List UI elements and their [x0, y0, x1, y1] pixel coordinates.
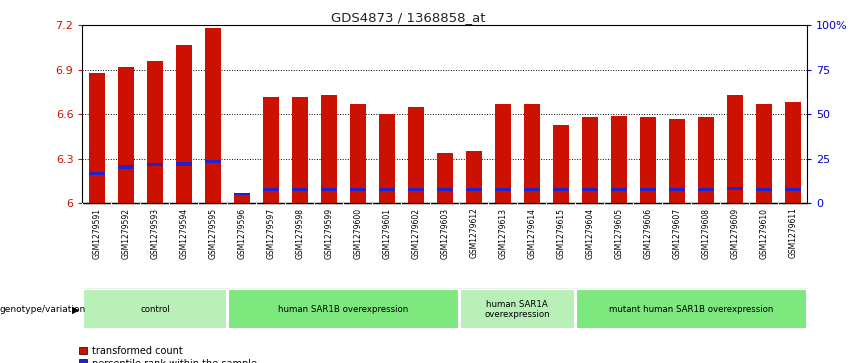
Bar [640, 188, 655, 191]
Bar [756, 188, 772, 191]
Bar [89, 73, 105, 203]
Bar [553, 188, 569, 191]
Bar [350, 104, 365, 203]
Text: GSM1279609: GSM1279609 [730, 208, 740, 259]
Text: GSM1279611: GSM1279611 [788, 208, 797, 258]
Text: control: control [140, 305, 170, 314]
Text: human SAR1B overexpression: human SAR1B overexpression [279, 305, 409, 314]
Text: GSM1279603: GSM1279603 [440, 208, 450, 259]
Bar [292, 188, 308, 191]
Bar [727, 187, 743, 190]
Text: GSM1279591: GSM1279591 [93, 208, 102, 258]
FancyBboxPatch shape [575, 289, 806, 330]
Bar [611, 116, 627, 203]
Text: GSM1279593: GSM1279593 [150, 208, 160, 259]
Text: GSM1279613: GSM1279613 [498, 208, 507, 258]
Text: GDS4873 / 1368858_at: GDS4873 / 1368858_at [332, 11, 486, 24]
Bar [437, 153, 453, 203]
Text: genotype/variation: genotype/variation [0, 305, 86, 314]
Text: human SAR1A
overexpression: human SAR1A overexpression [484, 300, 550, 319]
Bar [553, 125, 569, 203]
Text: GSM1279599: GSM1279599 [325, 208, 333, 259]
Bar [785, 188, 800, 191]
Text: GSM1279608: GSM1279608 [701, 208, 710, 258]
Legend: transformed count, percentile rank within the sample: transformed count, percentile rank withi… [79, 346, 257, 363]
Bar [379, 114, 395, 203]
Bar [611, 188, 627, 191]
Bar [234, 195, 250, 203]
Bar [89, 172, 105, 175]
Text: GSM1279612: GSM1279612 [470, 208, 478, 258]
Text: GSM1279601: GSM1279601 [383, 208, 391, 258]
Text: GSM1279597: GSM1279597 [266, 208, 275, 259]
Bar [466, 188, 482, 191]
Bar [698, 117, 713, 203]
Bar [234, 193, 250, 195]
Bar [524, 188, 540, 191]
Bar [698, 188, 713, 191]
Bar [147, 163, 163, 166]
Text: GSM1279596: GSM1279596 [238, 208, 247, 259]
Bar [263, 188, 279, 191]
Bar [263, 97, 279, 203]
Bar [437, 188, 453, 191]
Bar [466, 151, 482, 203]
Bar [582, 117, 598, 203]
Text: GSM1279594: GSM1279594 [180, 208, 188, 259]
Bar [205, 160, 220, 163]
Text: GSM1279607: GSM1279607 [673, 208, 681, 259]
Bar [292, 97, 308, 203]
Bar [379, 188, 395, 191]
FancyBboxPatch shape [83, 289, 227, 330]
Text: GSM1279606: GSM1279606 [643, 208, 652, 259]
Bar [756, 104, 772, 203]
Bar [408, 188, 424, 191]
Text: GSM1279595: GSM1279595 [208, 208, 217, 259]
FancyBboxPatch shape [460, 289, 575, 330]
Text: mutant human SAR1B overexpression: mutant human SAR1B overexpression [609, 305, 773, 314]
Bar [321, 95, 337, 203]
Bar [582, 188, 598, 191]
Bar [176, 45, 192, 203]
Bar [205, 28, 220, 203]
Bar [408, 107, 424, 203]
Bar [495, 188, 510, 191]
Text: GSM1279610: GSM1279610 [760, 208, 768, 258]
Text: GSM1279600: GSM1279600 [353, 208, 362, 259]
Bar [669, 119, 685, 203]
Bar [669, 188, 685, 191]
Bar [350, 188, 365, 191]
Bar [785, 102, 800, 203]
Text: GSM1279598: GSM1279598 [295, 208, 305, 258]
Text: ▶: ▶ [72, 305, 80, 314]
Bar [524, 104, 540, 203]
Text: GSM1279602: GSM1279602 [411, 208, 420, 258]
Text: GSM1279605: GSM1279605 [615, 208, 623, 259]
Bar [727, 95, 743, 203]
Bar [321, 188, 337, 191]
Bar [147, 61, 163, 203]
Bar [495, 104, 510, 203]
Bar [176, 162, 192, 166]
Text: GSM1279615: GSM1279615 [556, 208, 565, 258]
Bar [118, 165, 134, 169]
Bar [640, 117, 655, 203]
Bar [118, 67, 134, 203]
FancyBboxPatch shape [228, 289, 459, 330]
Text: GSM1279604: GSM1279604 [585, 208, 595, 259]
Text: GSM1279614: GSM1279614 [528, 208, 536, 258]
Text: GSM1279592: GSM1279592 [122, 208, 130, 258]
